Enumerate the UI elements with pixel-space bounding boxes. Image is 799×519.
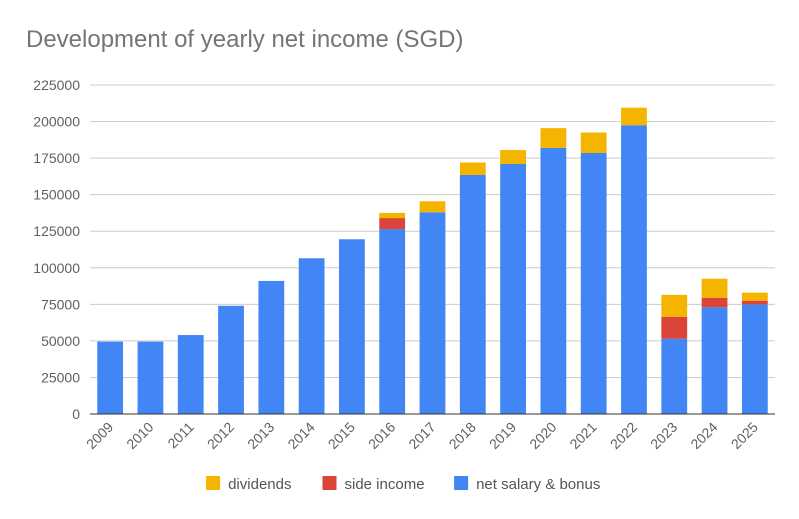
x-tick-label: 2014 — [284, 419, 317, 452]
legend-label: net salary & bonus — [476, 476, 600, 493]
bar-net-salary-bonus-2018 — [459, 174, 486, 414]
legend-swatch — [206, 476, 221, 490]
legend-label: dividends — [228, 476, 291, 493]
x-tick-label: 2015 — [325, 419, 358, 452]
bar-net-salary-bonus-2019 — [500, 163, 526, 414]
x-tick-label: 2012 — [204, 419, 237, 452]
bar-dividends-2024 — [701, 278, 728, 298]
bar-side-income-2016 — [379, 218, 406, 230]
bar-net-salary-bonus-2025 — [741, 304, 768, 414]
y-tick-label: 50000 — [41, 333, 80, 349]
y-tick-label: 150000 — [33, 187, 80, 203]
bar-net-salary-bonus-2011 — [177, 335, 204, 414]
y-tick-label: 200000 — [33, 114, 80, 130]
x-tick-label: 2018 — [446, 419, 479, 452]
bar-side-income-2025 — [741, 300, 768, 305]
bar-net-salary-bonus-2024 — [701, 307, 728, 414]
x-tick-label: 2022 — [607, 419, 640, 452]
y-tick-label: 25000 — [41, 369, 80, 385]
bar-side-income-2024 — [701, 297, 728, 308]
x-tick-label: 2020 — [526, 419, 559, 452]
bar-net-salary-bonus-2012 — [218, 305, 244, 414]
bar-net-salary-bonus-2017 — [419, 212, 446, 414]
bar-net-salary-bonus-2015 — [339, 239, 365, 414]
bar-net-salary-bonus-2009 — [97, 341, 124, 414]
y-tick-label: 225000 — [33, 77, 80, 93]
bar-net-salary-bonus-2010 — [137, 341, 164, 414]
bar-net-salary-bonus-2013 — [258, 280, 285, 414]
y-tick-label: 75000 — [41, 296, 80, 312]
x-tick-label: 2013 — [244, 419, 277, 452]
bar-dividends-2025 — [741, 292, 768, 301]
bars — [97, 107, 768, 415]
bar-dividends-2018 — [459, 162, 486, 175]
x-tick-label: 2023 — [647, 419, 680, 452]
bar-dividends-2023 — [661, 294, 688, 317]
x-tick-label: 2011 — [164, 419, 197, 452]
bar-net-salary-bonus-2022 — [621, 125, 647, 415]
legend-label: side income — [345, 476, 425, 493]
bar-dividends-2016 — [379, 212, 406, 219]
bar-dividends-2022 — [621, 107, 647, 126]
x-tick-label: 2017 — [405, 419, 438, 452]
bar-net-salary-bonus-2021 — [580, 152, 607, 415]
x-tick-label: 2025 — [728, 419, 761, 452]
bar-net-salary-bonus-2016 — [379, 229, 406, 414]
bar-side-income-2023 — [661, 316, 688, 339]
bar-dividends-2021 — [580, 132, 607, 153]
bar-net-salary-bonus-2020 — [540, 147, 567, 414]
axes: 0 25000 50000 75000 100000 125000 150000 175000… — [33, 77, 775, 452]
legend-swatch — [322, 476, 337, 490]
x-tick-label: 2024 — [687, 419, 720, 452]
y-tick-label: 0 — [72, 406, 80, 422]
bar-dividends-2019 — [500, 150, 526, 164]
y-tick-label: 175000 — [33, 150, 80, 166]
x-tick-label: 2019 — [486, 419, 519, 452]
y-tick-label: 125000 — [33, 223, 80, 239]
chart-title: Development of yearly net income (SGD) — [26, 26, 464, 53]
y-tick-label: 100000 — [33, 260, 80, 276]
bar-dividends-2017 — [419, 201, 446, 213]
bar-dividends-2020 — [540, 128, 567, 148]
x-tick-label: 2016 — [365, 419, 398, 452]
bar-net-salary-bonus-2014 — [298, 258, 325, 414]
x-tick-label: 2010 — [123, 419, 156, 452]
x-tick-label: 2021 — [566, 419, 599, 452]
legend: dividends side income net salary & bonus — [206, 476, 600, 493]
legend-swatch — [454, 476, 469, 490]
x-tick-label: 2009 — [83, 419, 116, 452]
bar-net-salary-bonus-2023 — [661, 338, 688, 414]
